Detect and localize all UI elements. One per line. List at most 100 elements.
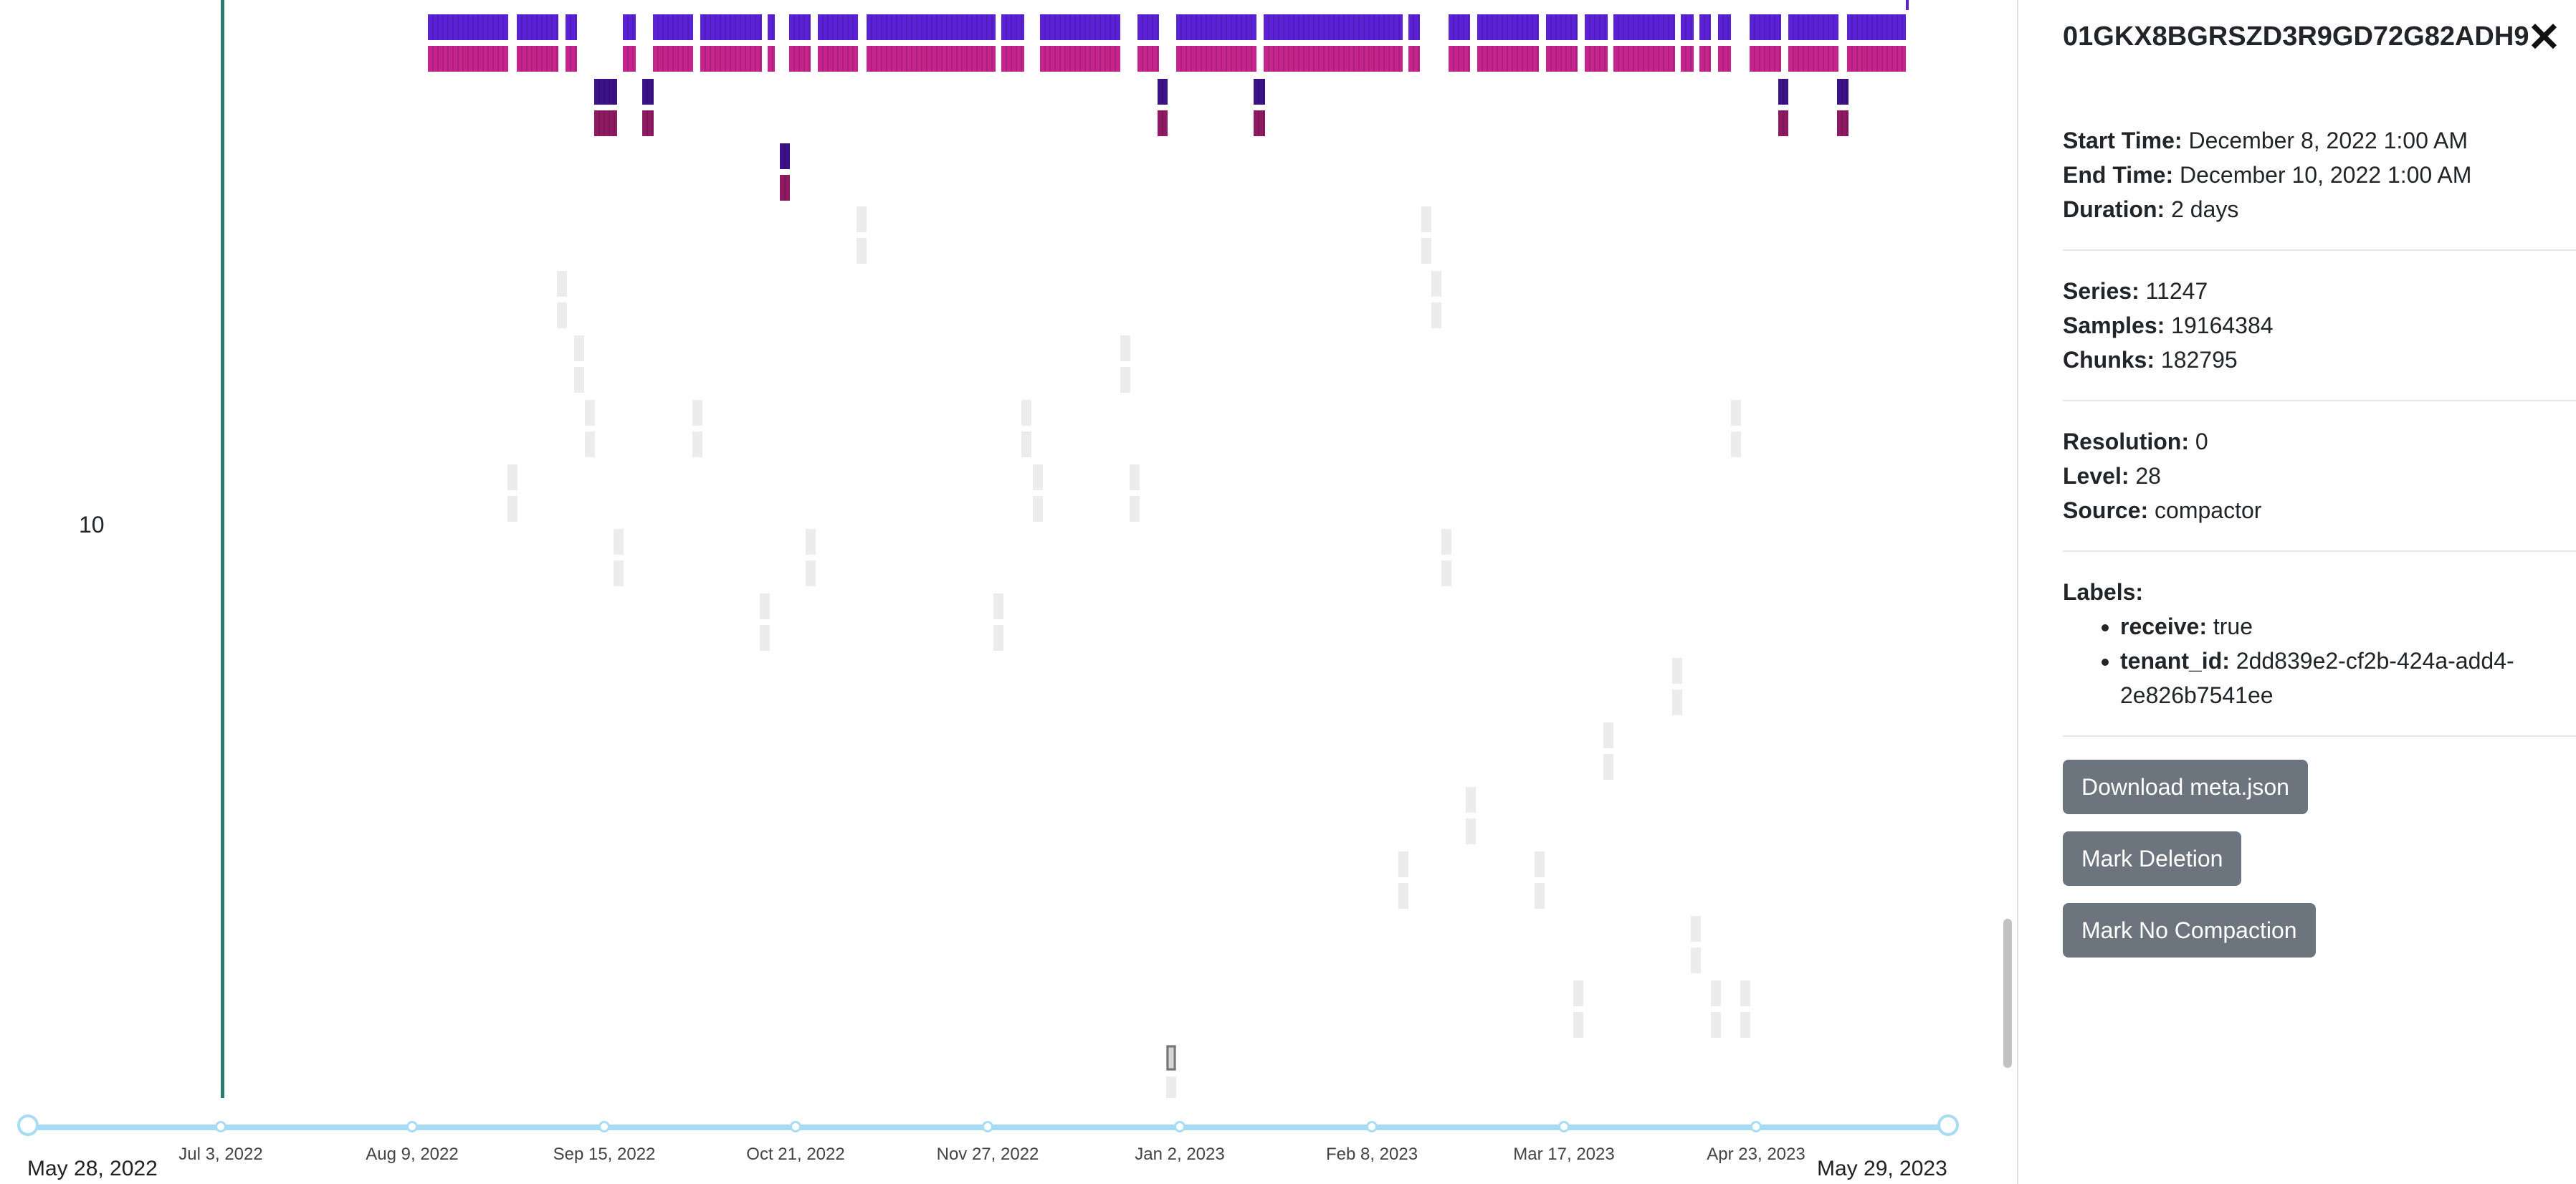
block-placeholder[interactable] bbox=[1166, 1076, 1176, 1098]
block-meta-bar[interactable] bbox=[1750, 14, 1781, 40]
block-placeholder[interactable] bbox=[507, 496, 517, 522]
range-end-handle[interactable] bbox=[1937, 1114, 1959, 1136]
block-placeholder[interactable] bbox=[1021, 431, 1031, 457]
block-meta-bar[interactable] bbox=[768, 14, 775, 40]
block-data-bar[interactable] bbox=[1137, 46, 1159, 72]
block-placeholder[interactable] bbox=[585, 431, 595, 457]
block-data-bar[interactable] bbox=[1778, 110, 1788, 136]
block-placeholder[interactable] bbox=[1711, 1012, 1721, 1038]
block-placeholder[interactable] bbox=[1691, 916, 1701, 942]
download-meta-json-button[interactable]: Download meta.json bbox=[2063, 760, 2308, 814]
block-data-bar[interactable] bbox=[1254, 110, 1265, 136]
block-data-bar[interactable] bbox=[780, 175, 790, 201]
block-meta-bar[interactable] bbox=[1699, 14, 1711, 40]
block-placeholder[interactable] bbox=[993, 593, 1003, 619]
block-placeholder[interactable] bbox=[1711, 980, 1721, 1006]
block-meta-bar[interactable] bbox=[1718, 14, 1731, 40]
block-meta-bar[interactable] bbox=[1585, 14, 1608, 40]
block-data-bar[interactable] bbox=[623, 46, 636, 72]
block-meta-bar[interactable] bbox=[1847, 14, 1906, 40]
block-placeholder[interactable] bbox=[574, 367, 584, 393]
block-meta-bar[interactable] bbox=[653, 14, 693, 40]
block-timeline[interactable]: 10 Jul 3, 2022 Aug 9, 2022 Sep 15, 2022 Oct… bbox=[0, 0, 2013, 1184]
block-placeholder[interactable] bbox=[806, 529, 816, 555]
block-meta-bar[interactable] bbox=[789, 14, 811, 40]
block-meta-bar[interactable] bbox=[566, 14, 577, 40]
block-data-bar[interactable] bbox=[1449, 46, 1470, 72]
block-placeholder[interactable] bbox=[857, 206, 867, 232]
block-meta-bar[interactable] bbox=[1837, 79, 1848, 105]
block-data-bar[interactable] bbox=[642, 110, 654, 136]
block-placeholder[interactable] bbox=[1603, 722, 1613, 748]
block-placeholder[interactable] bbox=[806, 560, 816, 586]
block-meta-bar[interactable] bbox=[517, 14, 558, 40]
block-meta-bar[interactable] bbox=[1546, 14, 1578, 40]
block-meta-bar[interactable] bbox=[1264, 14, 1403, 40]
block-data-bar[interactable] bbox=[818, 46, 858, 72]
block-meta-bar[interactable] bbox=[1681, 14, 1694, 40]
block-placeholder[interactable] bbox=[557, 271, 567, 297]
block-data-bar[interactable] bbox=[789, 46, 811, 72]
block-data-bar[interactable] bbox=[1001, 46, 1024, 72]
block-meta-bar[interactable] bbox=[1477, 14, 1539, 40]
block-data-bar[interactable] bbox=[1585, 46, 1608, 72]
block-placeholder[interactable] bbox=[1466, 818, 1476, 844]
block-data-bar[interactable] bbox=[1681, 46, 1694, 72]
block-placeholder[interactable] bbox=[1421, 206, 1431, 232]
block-data-bar[interactable] bbox=[653, 46, 693, 72]
mark-no-compaction-button[interactable]: Mark No Compaction bbox=[2063, 903, 2316, 958]
block-meta-bar[interactable] bbox=[1137, 14, 1159, 40]
block-placeholder[interactable] bbox=[857, 238, 867, 264]
close-icon[interactable]: ✕ bbox=[2527, 14, 2561, 59]
block-placeholder[interactable] bbox=[1130, 496, 1140, 522]
block-placeholder[interactable] bbox=[614, 560, 624, 586]
block-meta-bar[interactable] bbox=[780, 143, 790, 169]
block-data-bar[interactable] bbox=[1718, 46, 1731, 72]
block-data-bar[interactable] bbox=[867, 46, 996, 72]
block-data-bar[interactable] bbox=[1613, 46, 1675, 72]
block-meta-bar[interactable] bbox=[623, 14, 636, 40]
block-data-bar[interactable] bbox=[1264, 46, 1403, 72]
block-placeholder[interactable] bbox=[507, 464, 517, 490]
block-placeholder[interactable] bbox=[1033, 464, 1043, 490]
block-data-bar[interactable] bbox=[1750, 46, 1781, 72]
block-placeholder[interactable] bbox=[1731, 431, 1741, 457]
block-placeholder[interactable] bbox=[1398, 883, 1408, 909]
block-data-bar[interactable] bbox=[428, 46, 508, 72]
block-placeholder[interactable] bbox=[1603, 754, 1613, 780]
block-placeholder[interactable] bbox=[993, 625, 1003, 651]
block-meta-bar[interactable] bbox=[1613, 14, 1675, 40]
block-data-bar[interactable] bbox=[517, 46, 558, 72]
block-meta-bar[interactable] bbox=[818, 14, 858, 40]
block-placeholder[interactable] bbox=[1130, 464, 1140, 490]
block-data-bar[interactable] bbox=[566, 46, 577, 72]
row-line[interactable] bbox=[221, 0, 224, 1098]
block-placeholder[interactable] bbox=[1431, 302, 1441, 328]
vertical-scrollbar[interactable] bbox=[2003, 919, 2012, 1068]
block-meta-bar[interactable] bbox=[1778, 79, 1788, 105]
block-placeholder[interactable] bbox=[1441, 560, 1451, 586]
block-placeholder[interactable] bbox=[692, 431, 702, 457]
block-meta-bar[interactable] bbox=[1449, 14, 1470, 40]
block-meta-bar[interactable] bbox=[1906, 0, 1909, 10]
block-placeholder[interactable] bbox=[692, 400, 702, 426]
block-data-bar[interactable] bbox=[1546, 46, 1578, 72]
block-meta-bar[interactable] bbox=[1158, 79, 1168, 105]
mark-deletion-button[interactable]: Mark Deletion bbox=[2063, 831, 2242, 886]
block-placeholder[interactable] bbox=[1535, 883, 1545, 909]
block-placeholder[interactable] bbox=[1466, 787, 1476, 813]
block-data-bar[interactable] bbox=[594, 110, 617, 136]
block-data-bar[interactable] bbox=[1788, 46, 1838, 72]
block-placeholder[interactable] bbox=[1398, 851, 1408, 877]
block-meta-bar[interactable] bbox=[1001, 14, 1024, 40]
block-placeholder[interactable] bbox=[1691, 947, 1701, 973]
block-placeholder[interactable] bbox=[1431, 271, 1441, 297]
block-placeholder[interactable] bbox=[1120, 335, 1130, 361]
block-data-bar[interactable] bbox=[700, 46, 762, 72]
block-placeholder[interactable] bbox=[1672, 689, 1682, 715]
block-placeholder[interactable] bbox=[585, 400, 595, 426]
block-data-bar[interactable] bbox=[1847, 46, 1906, 72]
block-data-bar[interactable] bbox=[1408, 46, 1420, 72]
block-placeholder[interactable] bbox=[1740, 1012, 1750, 1038]
block-placeholder[interactable] bbox=[760, 593, 770, 619]
